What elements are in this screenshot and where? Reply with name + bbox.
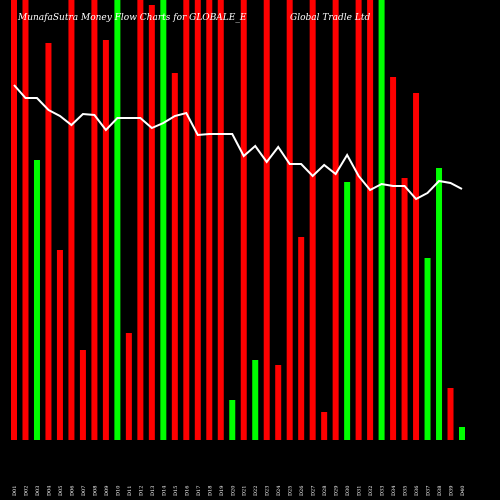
bar	[286, 0, 293, 440]
bar	[11, 0, 17, 440]
bar	[321, 412, 328, 440]
x-tick-label: D38	[437, 486, 443, 496]
x-tick-label: D11	[127, 486, 133, 496]
x-tick-label: D16	[184, 486, 190, 496]
x-tick-label: D34	[391, 486, 397, 496]
bar	[137, 0, 144, 440]
x-tick-label: D05	[58, 486, 64, 496]
x-tick-label: D33	[380, 486, 386, 496]
x-tick-label: D24	[276, 486, 282, 496]
bar	[459, 427, 465, 440]
x-tick-label: D02	[23, 486, 29, 496]
x-tick-label: D35	[403, 486, 409, 496]
bar	[79, 350, 86, 440]
bar	[148, 5, 155, 440]
x-tick-label: D07	[81, 486, 87, 496]
x-tick-label: D26	[299, 486, 305, 496]
x-tick-label: D08	[92, 486, 98, 496]
x-tick-label: D19	[219, 486, 225, 496]
x-tick-label: D23	[265, 486, 271, 496]
x-tick-label: D25	[288, 486, 294, 496]
bar	[217, 0, 224, 440]
x-tick-label: D29	[334, 486, 340, 496]
bar	[263, 0, 270, 440]
bar	[436, 168, 443, 440]
x-tick-label: D12	[138, 486, 144, 496]
bar	[344, 182, 351, 440]
x-tick-label: D27	[311, 486, 317, 496]
bar	[125, 333, 132, 440]
bar	[298, 237, 305, 440]
bar	[160, 0, 167, 440]
x-tick-label: D36	[414, 486, 420, 496]
bar	[390, 77, 397, 440]
bar	[424, 258, 431, 440]
x-tick-label: D20	[230, 486, 236, 496]
bar	[33, 160, 40, 440]
bar	[252, 360, 259, 440]
x-tick-label: D18	[207, 486, 213, 496]
bar	[68, 0, 75, 440]
x-tick-label: D40	[460, 486, 466, 496]
bar	[355, 0, 362, 440]
bar	[56, 250, 63, 440]
x-tick-label: D17	[196, 486, 202, 496]
bar	[194, 0, 201, 440]
bar	[447, 388, 454, 440]
x-tick-label: D30	[345, 486, 351, 496]
bar	[171, 73, 178, 440]
chart-title: MunafaSutra Money Flow Charts for GLOBAL…	[17, 13, 247, 23]
x-tick-label: D28	[322, 486, 328, 496]
bar	[102, 40, 109, 440]
bar	[45, 43, 52, 440]
bar	[22, 0, 29, 440]
x-tick-label: D13	[150, 486, 156, 496]
bar	[206, 0, 213, 440]
bar	[309, 0, 316, 440]
x-tick-label: D06	[69, 486, 75, 496]
x-tick-label: D21	[242, 486, 248, 496]
bar	[275, 365, 282, 440]
bar	[91, 0, 98, 440]
x-tick-label: D31	[357, 486, 363, 496]
bar	[229, 400, 236, 440]
x-tick-label: D09	[104, 486, 110, 496]
bar	[401, 178, 408, 440]
bar	[332, 0, 339, 440]
chart-subtitle: Global Tradle Ltd	[290, 13, 370, 23]
bar	[378, 0, 385, 440]
x-tick-label: D01	[12, 486, 18, 496]
x-tick-label: D37	[426, 486, 432, 496]
bars: D01 D02 D03 D04 D05 D06 D07 D08 D09 D10 D11 D12 D13 D…	[11, 0, 466, 496]
x-tick-label: D39	[449, 486, 455, 496]
x-tick-label: D22	[253, 486, 259, 496]
bar	[367, 0, 374, 440]
bar	[240, 0, 247, 440]
x-tick-label: D10	[115, 486, 121, 496]
x-tick-label: D14	[161, 486, 167, 496]
bar	[183, 0, 190, 440]
x-tick-label: D03	[35, 486, 41, 496]
bar	[413, 93, 420, 440]
x-tick-label: D32	[368, 486, 374, 496]
x-tick-label: D04	[46, 486, 52, 496]
x-tick-label: D15	[173, 486, 179, 496]
money-flow-line	[13, 84, 463, 201]
bar	[114, 0, 121, 440]
